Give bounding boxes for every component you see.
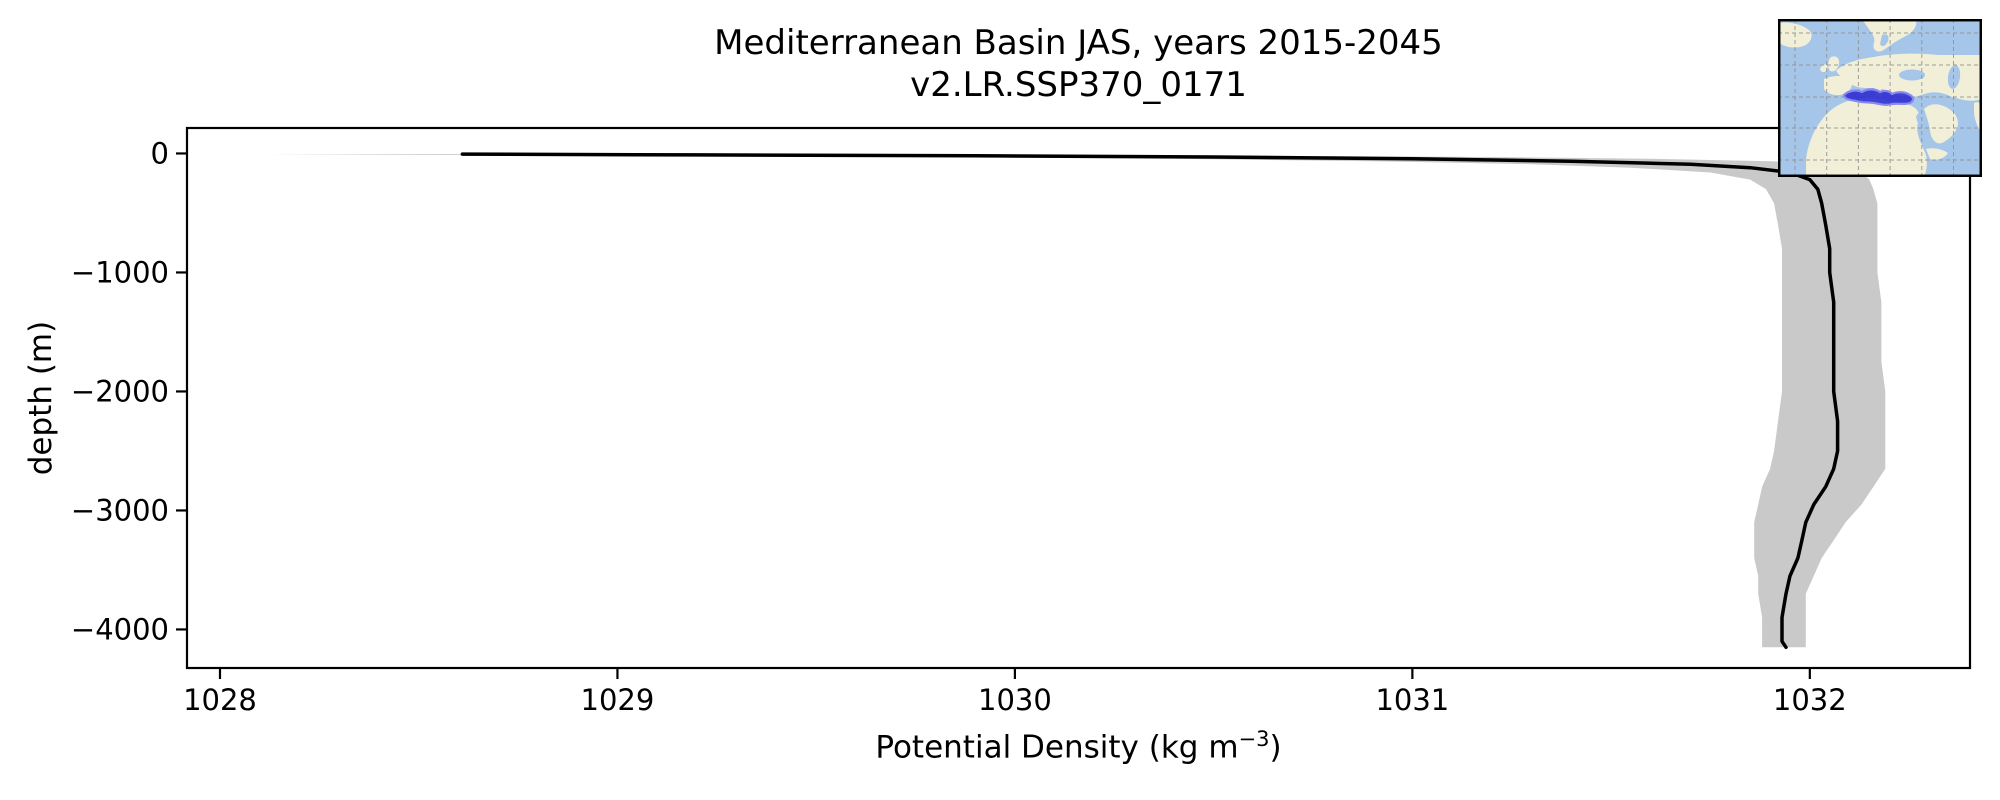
chart-subtitle: v2.LR.SSP370_0171: [910, 65, 1247, 106]
map-red-sea: [1916, 113, 1929, 139]
x-tick-label: 1031: [1375, 683, 1449, 717]
y-tick-label: −2000: [71, 374, 169, 408]
y-tick-label: 0: [151, 136, 169, 170]
x-axis-label-superscript: −3: [1238, 727, 1270, 751]
plot-frame: [185, 126, 1972, 670]
y-tick-label: −1000: [71, 255, 169, 289]
map-land-iberia: [1824, 76, 1853, 96]
mean-profile-line: [460, 152, 1840, 650]
x-tick-label: 1028: [183, 683, 257, 717]
x-tick-label: 1032: [1773, 683, 1847, 717]
x-axis-label: Potential Density (kg m−3): [187, 727, 1970, 765]
map-mediterranean-highlight: [1842, 88, 1915, 106]
y-axis-label: depth (m): [23, 320, 59, 476]
chart-title: Mediterranean Basin JAS, years 2015-2045: [714, 23, 1443, 63]
uncertainty-band: [267, 154, 1886, 648]
x-tick-label: 1030: [978, 683, 1052, 717]
x-axis-label-suffix: ): [1269, 729, 1282, 766]
map-land-horn-of-africa: [1926, 148, 1948, 160]
y-tick-label: −4000: [71, 612, 169, 646]
map-land-arabia: [1924, 104, 1958, 144]
title-block: Mediterranean Basin JAS, years 2015-2045…: [187, 22, 1970, 106]
x-axis-label-text: Potential Density (kg m: [875, 729, 1239, 766]
map-black-sea: [1899, 69, 1925, 81]
map-land-africa: [1806, 98, 1927, 177]
map-baltic-sea: [1880, 34, 1889, 47]
inset-map: [1778, 19, 1982, 177]
map-land-scandinavia: [1862, 19, 1917, 52]
map-land-uk: [1828, 56, 1840, 72]
map-border: [1778, 19, 1982, 177]
map-land-ireland: [1820, 64, 1828, 73]
y-tick-label: −3000: [71, 493, 169, 527]
x-tick-label: 1029: [581, 683, 655, 717]
